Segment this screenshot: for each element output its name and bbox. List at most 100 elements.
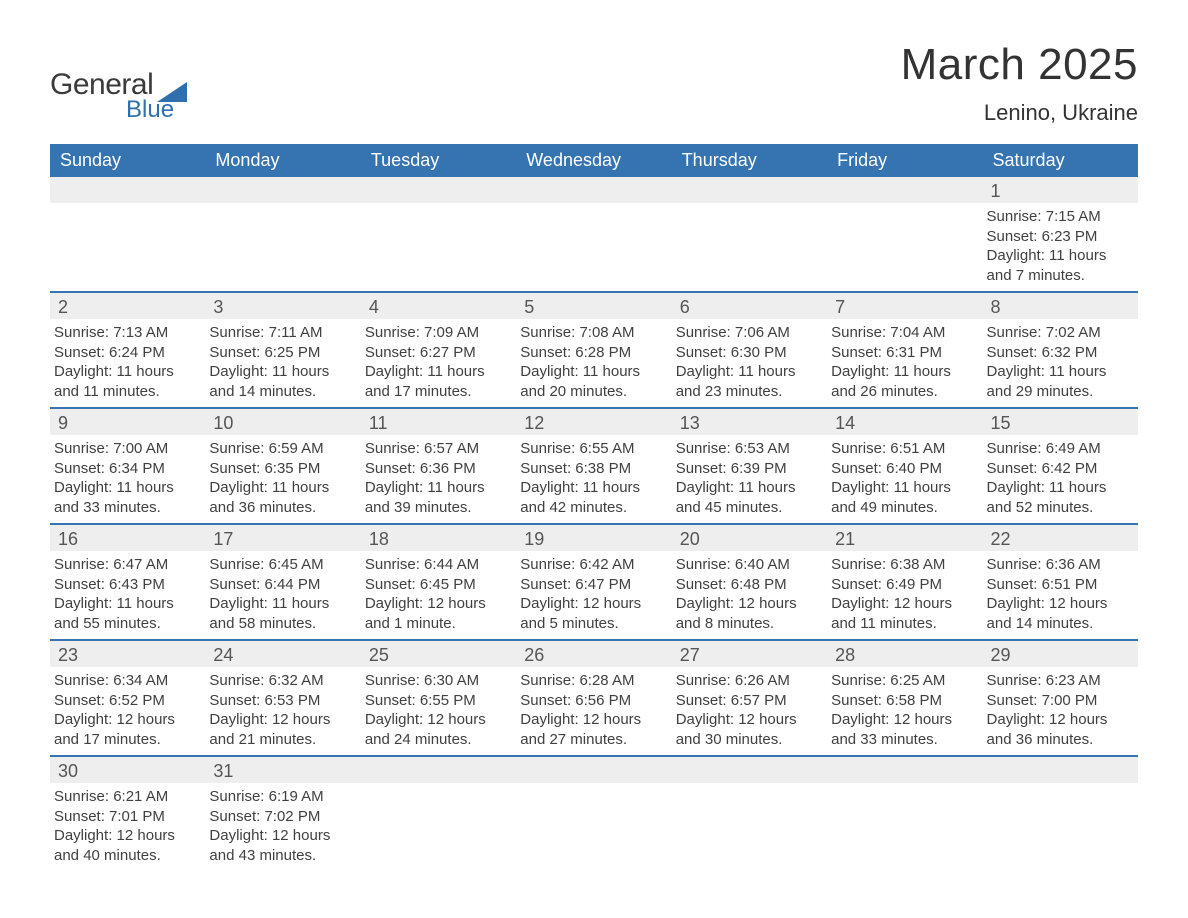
sunrise-text: Sunrise: 7:08 AM — [520, 323, 667, 343]
day-number — [983, 757, 1138, 783]
day-cell: 27Sunrise: 6:26 AMSunset: 6:57 PMDayligh… — [672, 641, 827, 755]
day-content — [672, 783, 827, 857]
day-content: Sunrise: 6:23 AMSunset: 7:00 PMDaylight:… — [983, 667, 1138, 755]
daylight-text: Daylight: 11 hours and 17 minutes. — [365, 362, 512, 401]
location-label: Lenino, Ukraine — [901, 100, 1138, 126]
day-cell-empty — [50, 177, 205, 291]
day-cell: 1Sunrise: 7:15 AMSunset: 6:23 PMDaylight… — [983, 177, 1138, 291]
daylight-text: Daylight: 12 hours and 33 minutes. — [831, 710, 978, 749]
weekday-header: Saturday — [983, 144, 1138, 177]
day-cell: 24Sunrise: 6:32 AMSunset: 6:53 PMDayligh… — [205, 641, 360, 755]
sunrise-text: Sunrise: 6:26 AM — [676, 671, 823, 691]
day-number: 1 — [983, 177, 1138, 203]
day-number — [361, 757, 516, 783]
day-content — [827, 203, 982, 277]
sunset-text: Sunset: 6:38 PM — [520, 459, 667, 479]
day-number: 7 — [827, 293, 982, 319]
daylight-text: Daylight: 12 hours and 40 minutes. — [54, 826, 201, 865]
sunrise-text: Sunrise: 6:44 AM — [365, 555, 512, 575]
day-number: 5 — [516, 293, 671, 319]
day-number — [205, 177, 360, 203]
sunset-text: Sunset: 6:36 PM — [365, 459, 512, 479]
sunset-text: Sunset: 6:53 PM — [209, 691, 356, 711]
day-cell: 10Sunrise: 6:59 AMSunset: 6:35 PMDayligh… — [205, 409, 360, 523]
sunset-text: Sunset: 6:56 PM — [520, 691, 667, 711]
day-number — [361, 177, 516, 203]
weekday-header: Friday — [827, 144, 982, 177]
sunrise-text: Sunrise: 7:02 AM — [987, 323, 1134, 343]
day-cell-empty — [983, 757, 1138, 871]
sunset-text: Sunset: 6:57 PM — [676, 691, 823, 711]
day-content — [983, 783, 1138, 857]
day-content: Sunrise: 6:28 AMSunset: 6:56 PMDaylight:… — [516, 667, 671, 755]
day-cell-empty — [361, 757, 516, 871]
sunset-text: Sunset: 6:31 PM — [831, 343, 978, 363]
sunset-text: Sunset: 6:55 PM — [365, 691, 512, 711]
daylight-text: Daylight: 11 hours and 7 minutes. — [987, 246, 1134, 285]
day-cell-empty — [516, 757, 671, 871]
sunrise-text: Sunrise: 7:15 AM — [987, 207, 1134, 227]
day-cell-empty — [827, 177, 982, 291]
day-number: 30 — [50, 757, 205, 783]
logo: General Blue — [50, 68, 187, 124]
sunrise-text: Sunrise: 6:55 AM — [520, 439, 667, 459]
day-content — [516, 783, 671, 857]
weekday-header: Monday — [205, 144, 360, 177]
day-cell: 22Sunrise: 6:36 AMSunset: 6:51 PMDayligh… — [983, 525, 1138, 639]
day-content: Sunrise: 6:51 AMSunset: 6:40 PMDaylight:… — [827, 435, 982, 523]
month-title: March 2025 — [901, 40, 1138, 90]
daylight-text: Daylight: 12 hours and 24 minutes. — [365, 710, 512, 749]
weekday-header: Wednesday — [516, 144, 671, 177]
day-content: Sunrise: 6:25 AMSunset: 6:58 PMDaylight:… — [827, 667, 982, 755]
daylight-text: Daylight: 12 hours and 17 minutes. — [54, 710, 201, 749]
daylight-text: Daylight: 12 hours and 27 minutes. — [520, 710, 667, 749]
daylight-text: Daylight: 11 hours and 42 minutes. — [520, 478, 667, 517]
day-content: Sunrise: 7:06 AMSunset: 6:30 PMDaylight:… — [672, 319, 827, 407]
daylight-text: Daylight: 12 hours and 1 minute. — [365, 594, 512, 633]
daylight-text: Daylight: 12 hours and 30 minutes. — [676, 710, 823, 749]
day-cell: 12Sunrise: 6:55 AMSunset: 6:38 PMDayligh… — [516, 409, 671, 523]
calendar: SundayMondayTuesdayWednesdayThursdayFrid… — [50, 144, 1138, 871]
sunrise-text: Sunrise: 6:36 AM — [987, 555, 1134, 575]
daylight-text: Daylight: 11 hours and 11 minutes. — [54, 362, 201, 401]
sunrise-text: Sunrise: 6:28 AM — [520, 671, 667, 691]
sunrise-text: Sunrise: 6:23 AM — [987, 671, 1134, 691]
day-number: 20 — [672, 525, 827, 551]
title-block: March 2025 Lenino, Ukraine — [901, 40, 1138, 126]
daylight-text: Daylight: 11 hours and 58 minutes. — [209, 594, 356, 633]
day-cell: 17Sunrise: 6:45 AMSunset: 6:44 PMDayligh… — [205, 525, 360, 639]
sunrise-text: Sunrise: 7:11 AM — [209, 323, 356, 343]
daylight-text: Daylight: 12 hours and 36 minutes. — [987, 710, 1134, 749]
day-number — [50, 177, 205, 203]
day-cell: 13Sunrise: 6:53 AMSunset: 6:39 PMDayligh… — [672, 409, 827, 523]
daylight-text: Daylight: 12 hours and 8 minutes. — [676, 594, 823, 633]
sunset-text: Sunset: 7:01 PM — [54, 807, 201, 827]
logo-triangle-icon — [157, 78, 187, 102]
sunset-text: Sunset: 6:45 PM — [365, 575, 512, 595]
day-content: Sunrise: 6:34 AMSunset: 6:52 PMDaylight:… — [50, 667, 205, 755]
sunset-text: Sunset: 7:00 PM — [987, 691, 1134, 711]
day-cell: 23Sunrise: 6:34 AMSunset: 6:52 PMDayligh… — [50, 641, 205, 755]
day-number: 19 — [516, 525, 671, 551]
sunset-text: Sunset: 6:42 PM — [987, 459, 1134, 479]
daylight-text: Daylight: 11 hours and 23 minutes. — [676, 362, 823, 401]
daylight-text: Daylight: 11 hours and 29 minutes. — [987, 362, 1134, 401]
day-content: Sunrise: 7:04 AMSunset: 6:31 PMDaylight:… — [827, 319, 982, 407]
daylight-text: Daylight: 11 hours and 45 minutes. — [676, 478, 823, 517]
sunrise-text: Sunrise: 6:38 AM — [831, 555, 978, 575]
sunrise-text: Sunrise: 6:19 AM — [209, 787, 356, 807]
daylight-text: Daylight: 11 hours and 14 minutes. — [209, 362, 356, 401]
day-content — [516, 203, 671, 277]
sunset-text: Sunset: 6:51 PM — [987, 575, 1134, 595]
sunrise-text: Sunrise: 6:51 AM — [831, 439, 978, 459]
day-content: Sunrise: 7:02 AMSunset: 6:32 PMDaylight:… — [983, 319, 1138, 407]
sunrise-text: Sunrise: 7:00 AM — [54, 439, 201, 459]
day-number: 28 — [827, 641, 982, 667]
weekday-header-row: SundayMondayTuesdayWednesdayThursdayFrid… — [50, 144, 1138, 177]
day-number: 23 — [50, 641, 205, 667]
day-content: Sunrise: 7:09 AMSunset: 6:27 PMDaylight:… — [361, 319, 516, 407]
day-content: Sunrise: 7:11 AMSunset: 6:25 PMDaylight:… — [205, 319, 360, 407]
daylight-text: Daylight: 12 hours and 5 minutes. — [520, 594, 667, 633]
sunset-text: Sunset: 6:34 PM — [54, 459, 201, 479]
day-content: Sunrise: 6:30 AMSunset: 6:55 PMDaylight:… — [361, 667, 516, 755]
